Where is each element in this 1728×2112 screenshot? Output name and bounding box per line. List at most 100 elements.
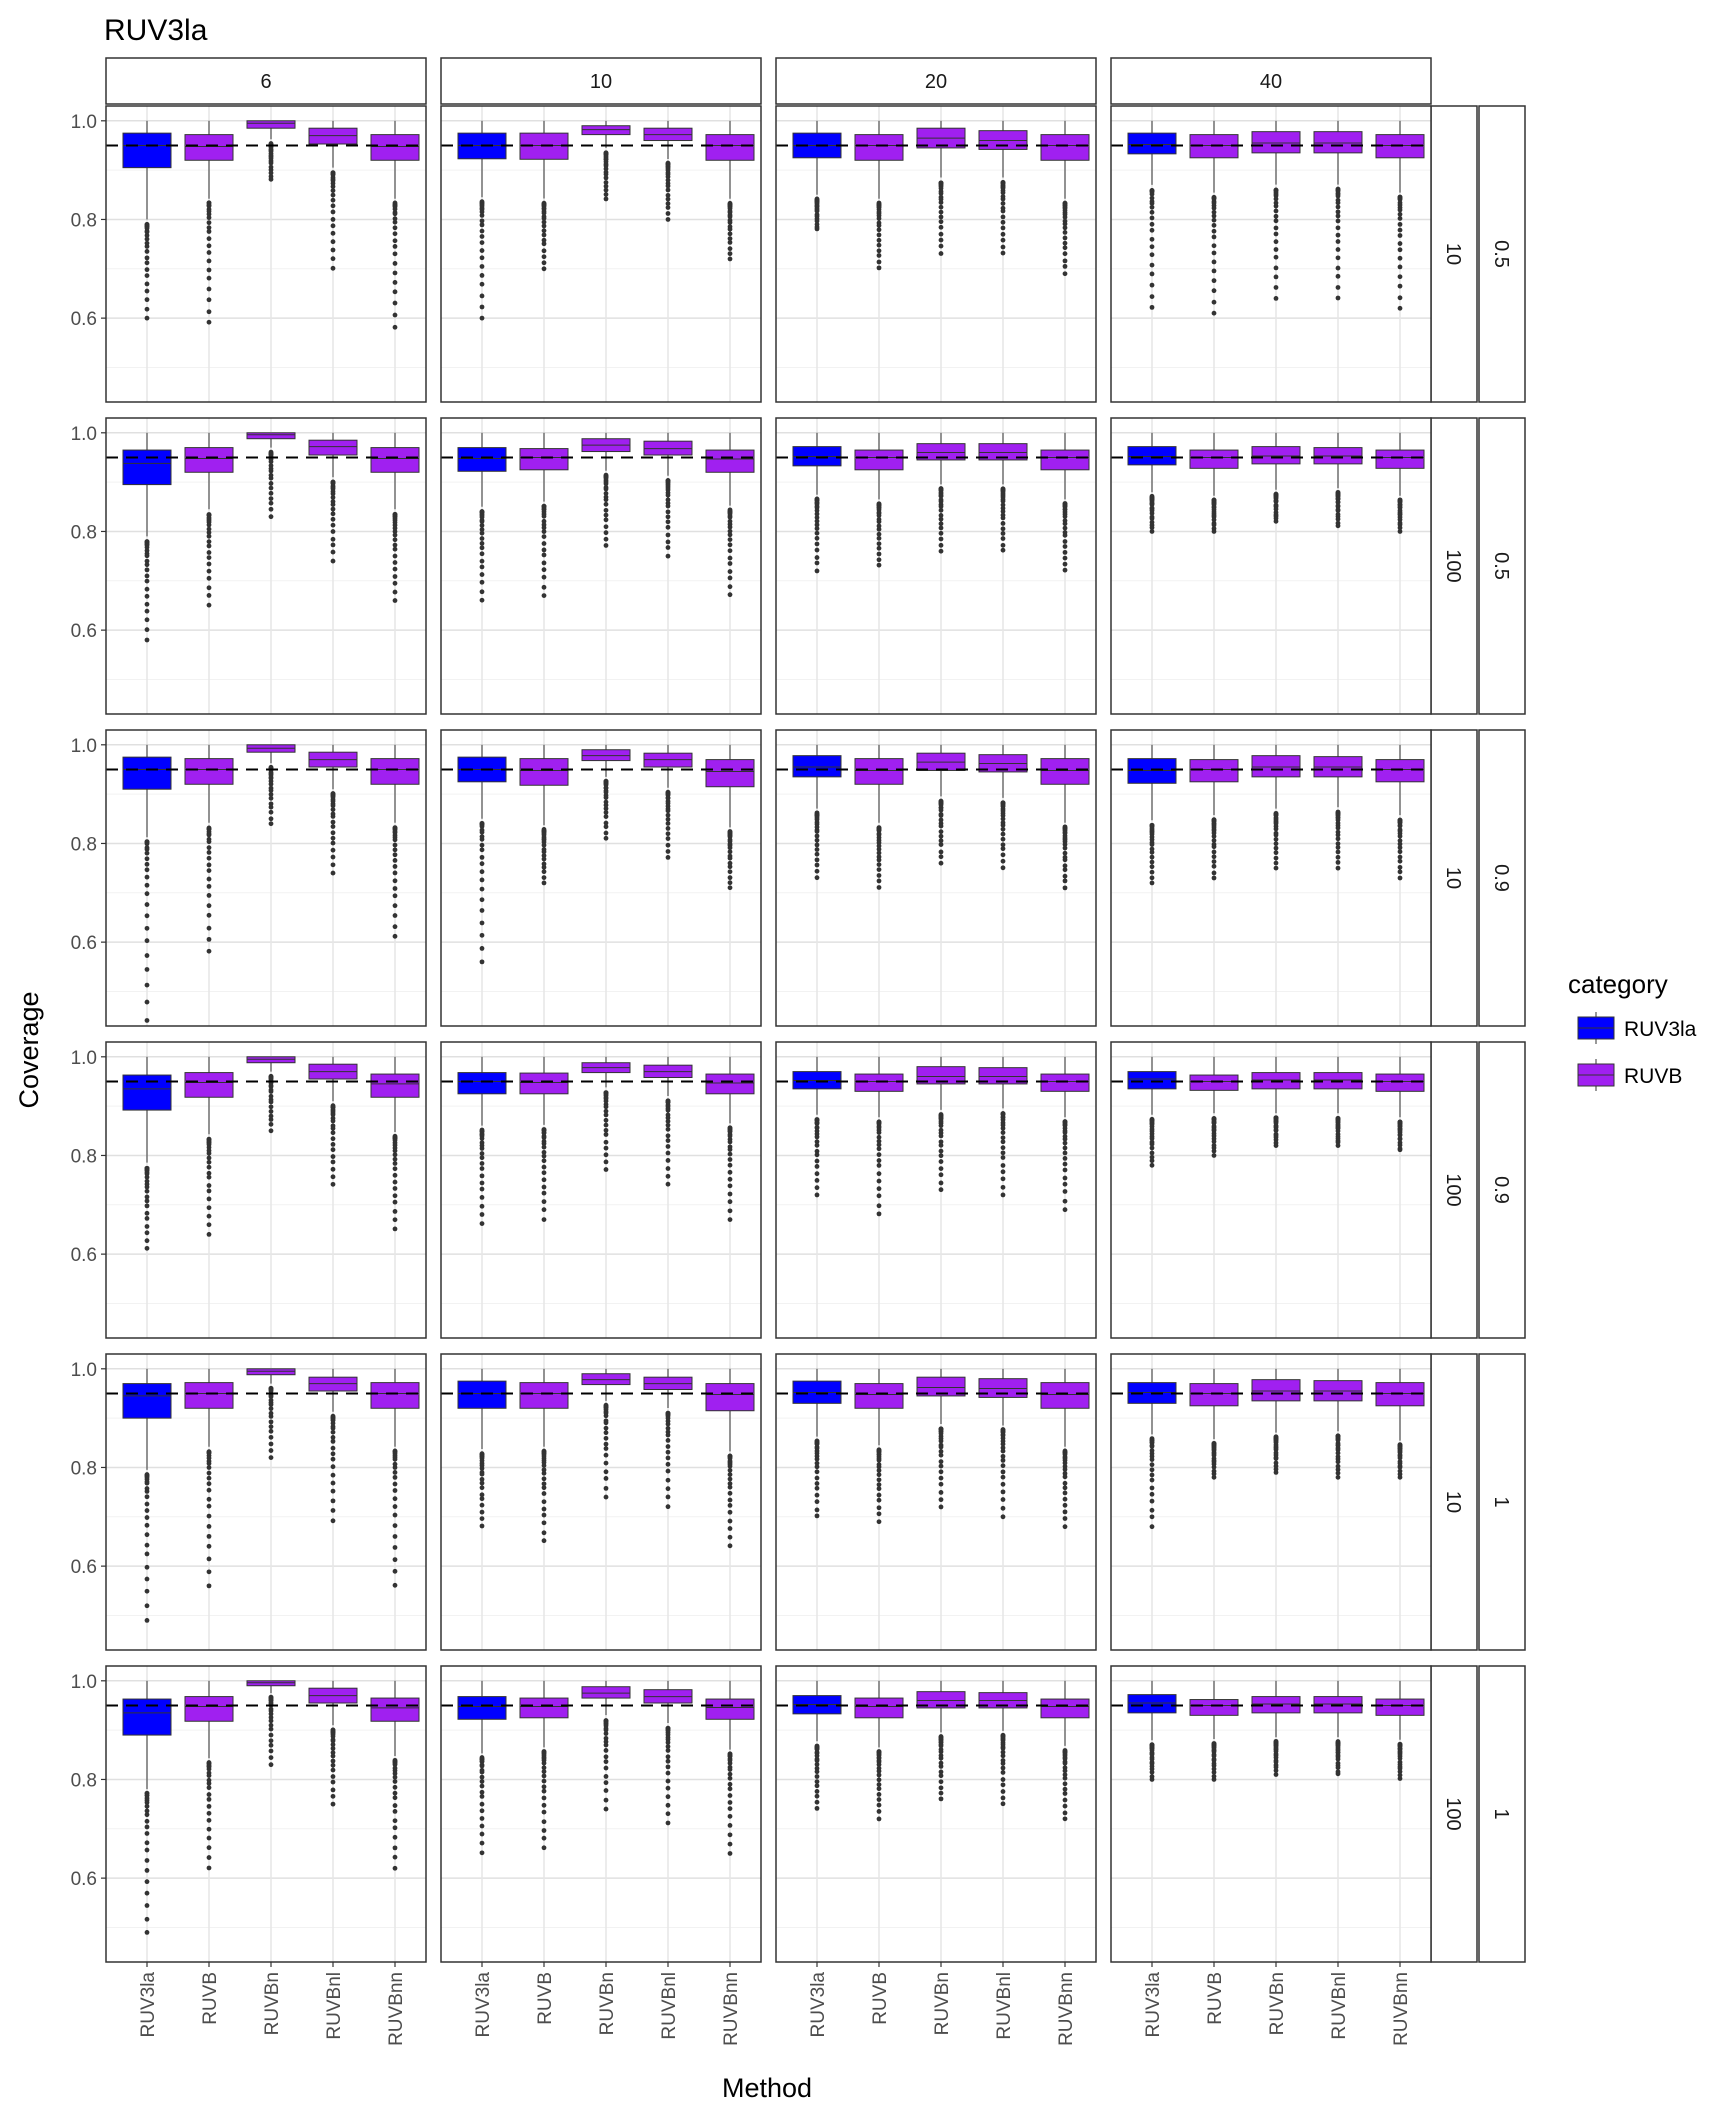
outlier-point (479, 869, 485, 875)
outlier-point (479, 1840, 485, 1846)
outlier-point (665, 1432, 671, 1438)
outlier-point (876, 1777, 882, 1783)
outlier-point (876, 1477, 882, 1483)
facet-panel (775, 729, 1097, 1027)
outlier-point (144, 1480, 150, 1486)
outlier-point (330, 522, 336, 528)
outlier-point (603, 1139, 609, 1145)
outlier-point (144, 938, 150, 944)
outlier-point (603, 507, 609, 513)
outlier-point (1000, 813, 1006, 818)
outlier-point (603, 1112, 609, 1118)
panel-border (775, 1353, 1097, 1651)
box-ruvbn (916, 1680, 966, 1802)
box-iqr (916, 443, 966, 461)
outlier-point (144, 913, 150, 919)
box-ruvb (1189, 1680, 1239, 1782)
outlier-point (1062, 1797, 1068, 1803)
outlier-point (665, 836, 671, 841)
outlier-point (1149, 529, 1155, 534)
outlier-point (1000, 852, 1006, 858)
outlier-point (1211, 1777, 1217, 1782)
outlier-point (1273, 860, 1279, 866)
outlier-point (1397, 864, 1403, 870)
box-ruvbnl (643, 120, 693, 222)
outlier-point (392, 1186, 398, 1191)
outlier-point (603, 166, 609, 172)
outlier-point (392, 924, 398, 930)
outlier-point (268, 1109, 274, 1114)
outlier-point (330, 1758, 336, 1764)
outlier-point (1335, 295, 1341, 301)
outlier-point (144, 1818, 150, 1824)
outlier-point (479, 1823, 485, 1829)
outlier-point (1062, 1467, 1068, 1472)
outlier-point (727, 542, 733, 548)
outlier-point (144, 1238, 150, 1244)
outlier-point (727, 855, 733, 861)
box-iqr (308, 439, 358, 456)
outlier-point (1149, 271, 1155, 277)
outlier-point (392, 1217, 398, 1223)
outlier-point (1062, 1167, 1068, 1173)
box-ruvb (1189, 744, 1239, 881)
outlier-point (541, 1802, 547, 1808)
outlier-point (392, 1456, 398, 1462)
box-ruvb (854, 744, 904, 890)
outlier-point (1335, 193, 1341, 199)
outlier-point (1335, 854, 1341, 860)
outlier-point (1149, 516, 1155, 521)
outlier-point (665, 1421, 671, 1427)
outlier-point (603, 830, 609, 836)
outlier-point (206, 1826, 212, 1832)
row-strip-label: 0.5 (1490, 240, 1512, 268)
outlier-point (938, 1187, 944, 1193)
outlier-point (1211, 1464, 1217, 1470)
outlier-point (1000, 1745, 1006, 1751)
outlier-point (1149, 1498, 1155, 1504)
outlier-point (268, 809, 274, 815)
row-strip-label: 100 (1442, 549, 1464, 582)
box-ruvbnl (308, 120, 358, 271)
outlier-point (1335, 1765, 1341, 1771)
outlier-point (603, 1104, 609, 1110)
outlier-point (814, 518, 820, 524)
outlier-point (1000, 1184, 1006, 1190)
box-ruvbnl (1313, 432, 1363, 529)
outlier-point (938, 1481, 944, 1487)
outlier-point (1211, 1471, 1217, 1477)
outlier-point (603, 530, 609, 536)
box-ruvb (519, 432, 569, 598)
outlier-point (665, 808, 671, 814)
outlier-point (268, 468, 274, 474)
facet-panel (1110, 417, 1432, 715)
outlier-point (268, 1128, 274, 1134)
outlier-point (603, 1727, 609, 1733)
outlier-point (268, 795, 274, 801)
outlier-point (144, 1501, 150, 1507)
outlier-point (665, 192, 671, 198)
outlier-point (727, 1534, 733, 1540)
outlier-point (206, 1196, 212, 1202)
box-iqr (184, 134, 234, 161)
outlier-point (541, 1778, 547, 1784)
outlier-point (144, 1184, 150, 1190)
box-iqr (122, 132, 172, 169)
outlier-point (727, 592, 733, 598)
outlier-point (1062, 1810, 1068, 1816)
outlier-point (541, 1207, 547, 1213)
outlier-point (727, 246, 733, 252)
outlier-point (1149, 282, 1155, 288)
outlier-point (1335, 273, 1341, 279)
outlier-point (206, 1865, 212, 1871)
outlier-point (206, 1792, 212, 1797)
outlier-point (144, 982, 150, 988)
outlier-point (1062, 863, 1068, 869)
column-strip (440, 57, 762, 105)
outlier-point (268, 1406, 274, 1412)
outlier-point (1149, 502, 1155, 507)
outlier-point (1000, 1176, 1006, 1182)
box-ruvbnn (1375, 744, 1425, 881)
outlier-point (603, 1108, 609, 1114)
